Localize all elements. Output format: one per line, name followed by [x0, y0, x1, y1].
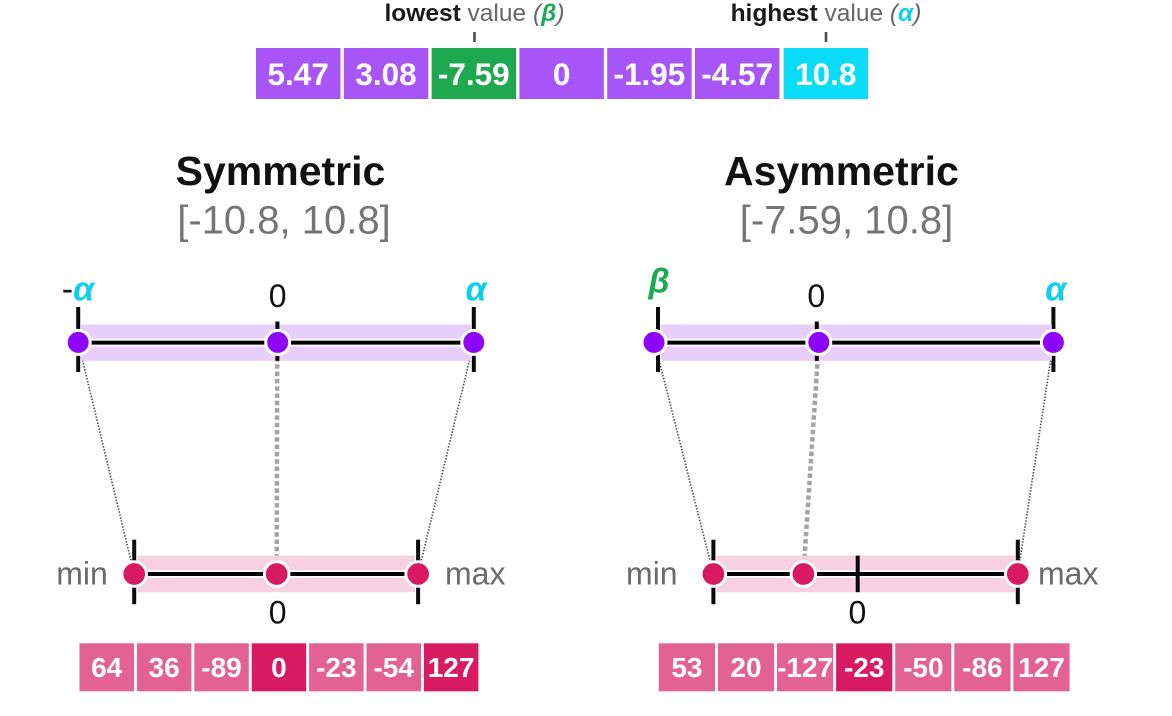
svg-text:3.08: 3.08: [355, 56, 416, 92]
svg-text:α: α: [1045, 270, 1068, 308]
svg-text:max: max: [445, 556, 505, 592]
svg-text:0: 0: [271, 652, 287, 683]
svg-text:max: max: [1038, 556, 1098, 592]
svg-text:[-7.59, 10.8]: [-7.59, 10.8]: [740, 198, 953, 242]
svg-text:64: 64: [91, 652, 123, 683]
svg-text:-α: -α: [62, 270, 96, 308]
svg-text:0: 0: [807, 278, 825, 314]
svg-text:-1.95: -1.95: [613, 56, 685, 92]
svg-text:127: 127: [1018, 652, 1065, 683]
svg-text:β: β: [647, 263, 669, 301]
svg-text:-4.57: -4.57: [701, 56, 773, 92]
svg-text:highest value (α): highest value (α): [731, 0, 922, 27]
svg-text:-54: -54: [373, 652, 414, 683]
svg-text:lowest value (β): lowest value (β): [385, 0, 565, 27]
svg-text:min: min: [626, 556, 678, 592]
svg-text:-86: -86: [962, 652, 1002, 683]
svg-text:-89: -89: [201, 652, 241, 683]
svg-text:Asymmetric: Asymmetric: [724, 148, 959, 194]
svg-text:-50: -50: [903, 652, 943, 683]
svg-text:min: min: [56, 556, 108, 592]
svg-text:Symmetric: Symmetric: [176, 148, 386, 194]
svg-text:10.8: 10.8: [795, 56, 856, 92]
svg-text:53: 53: [671, 652, 702, 683]
svg-text:[-10.8, 10.8]: [-10.8, 10.8]: [177, 198, 390, 242]
svg-text:-23: -23: [844, 652, 884, 683]
svg-text:0: 0: [269, 278, 287, 314]
svg-text:20: 20: [730, 652, 761, 683]
svg-text:5.47: 5.47: [268, 56, 329, 92]
svg-text:α: α: [465, 270, 488, 308]
svg-text:127: 127: [428, 652, 475, 683]
svg-text:0: 0: [269, 595, 287, 631]
svg-text:-127: -127: [777, 652, 833, 683]
svg-text:-7.59: -7.59: [438, 56, 510, 92]
svg-text:36: 36: [149, 652, 180, 683]
svg-text:-23: -23: [316, 652, 356, 683]
svg-text:0: 0: [849, 595, 867, 631]
svg-text:0: 0: [553, 56, 571, 92]
